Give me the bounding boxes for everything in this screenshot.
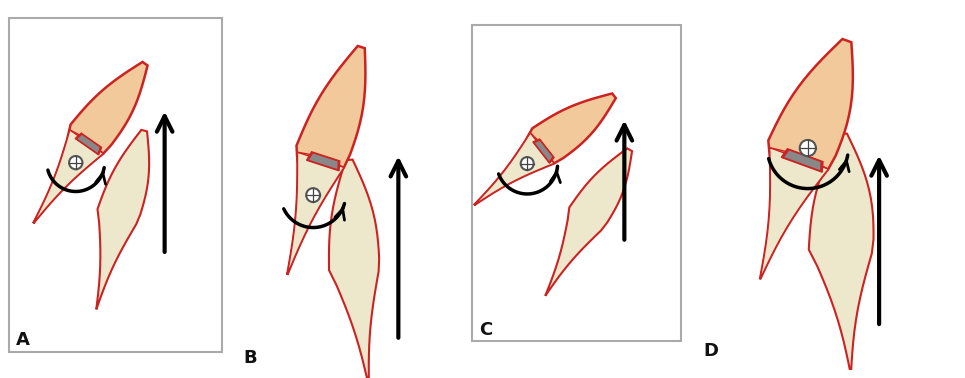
- Polygon shape: [96, 130, 150, 309]
- Polygon shape: [782, 149, 823, 172]
- Polygon shape: [288, 46, 366, 275]
- Ellipse shape: [306, 188, 320, 202]
- Polygon shape: [308, 153, 338, 170]
- Polygon shape: [34, 62, 148, 223]
- Polygon shape: [34, 130, 103, 223]
- Polygon shape: [307, 152, 340, 171]
- Text: B: B: [243, 349, 257, 367]
- Text: C: C: [479, 321, 492, 339]
- Polygon shape: [329, 160, 379, 378]
- Text: D: D: [703, 342, 719, 360]
- Polygon shape: [784, 150, 821, 171]
- Polygon shape: [534, 140, 553, 162]
- Polygon shape: [809, 133, 873, 375]
- Polygon shape: [288, 152, 344, 275]
- Polygon shape: [474, 93, 616, 205]
- Polygon shape: [760, 148, 828, 279]
- Polygon shape: [533, 139, 554, 163]
- Polygon shape: [76, 134, 100, 154]
- Text: A: A: [15, 331, 30, 349]
- Ellipse shape: [521, 157, 534, 170]
- Polygon shape: [760, 39, 853, 279]
- Ellipse shape: [800, 140, 816, 156]
- Ellipse shape: [69, 156, 82, 169]
- Polygon shape: [545, 148, 632, 296]
- Polygon shape: [75, 133, 101, 155]
- Polygon shape: [474, 133, 554, 205]
